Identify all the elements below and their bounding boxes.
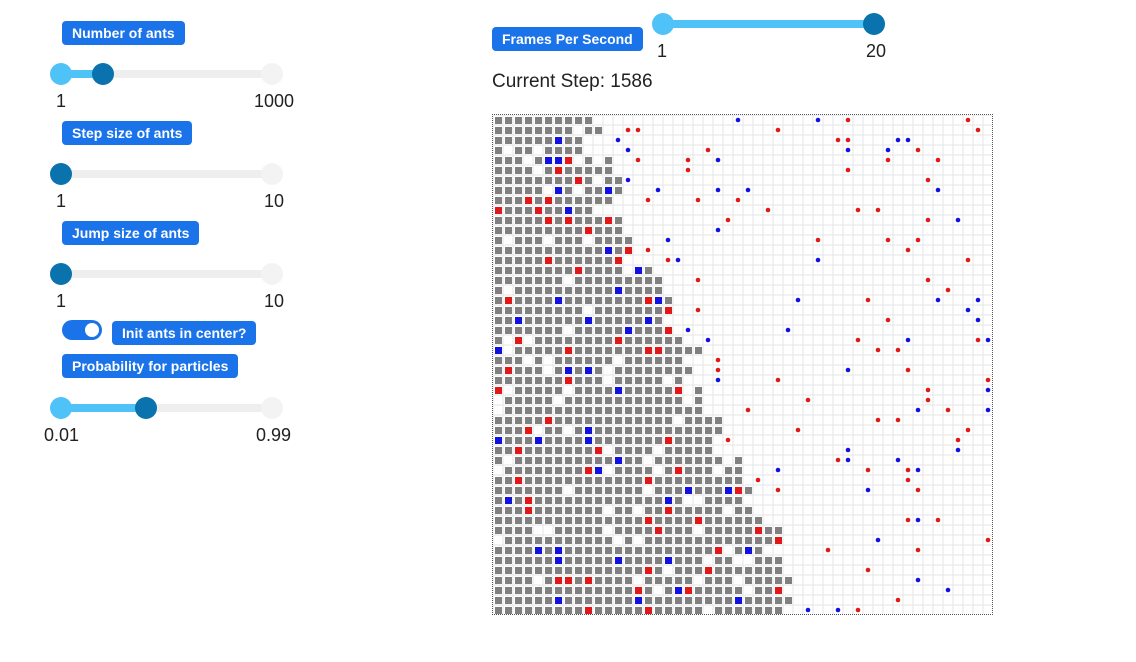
- fps-label: Frames Per Second: [492, 27, 643, 51]
- slider-fill: [663, 20, 874, 28]
- probability-min-label: 0.01: [44, 425, 80, 445]
- slider-min-handle[interactable]: [652, 13, 674, 35]
- slider-end-handle[interactable]: [261, 263, 283, 285]
- slider-value-handle[interactable]: [135, 397, 157, 419]
- center-init-toggle[interactable]: [62, 320, 102, 340]
- slider-fill: [61, 70, 103, 78]
- ants-max-label: 1000: [253, 91, 294, 111]
- slider-value-handle[interactable]: [92, 63, 114, 85]
- slider-end-handle[interactable]: [261, 163, 283, 185]
- ants-min-label: 1: [56, 91, 67, 111]
- simulation-grid: [492, 114, 994, 616]
- slider-end-handle[interactable]: [261, 63, 283, 85]
- step-min-label: 1: [56, 191, 67, 211]
- jump-max-label: 10: [263, 291, 284, 311]
- slider-value-handle[interactable]: [50, 163, 72, 185]
- ants-count-label: Number of ants: [62, 21, 185, 45]
- particle-probability-label: Probability for particles: [62, 354, 239, 378]
- step-size-label: Step size of ants: [62, 121, 193, 145]
- jump-min-label: 1: [56, 291, 67, 311]
- slider-track: [61, 70, 272, 78]
- slider-value-handle[interactable]: [50, 263, 72, 285]
- slider-track: [61, 404, 272, 412]
- step-max-label: 10: [263, 191, 284, 211]
- probability-max-label: 0.99: [255, 425, 291, 445]
- current-step-counter: Current Step: 1586: [492, 71, 653, 92]
- grid-canvas: [492, 114, 994, 616]
- slider-min-handle[interactable]: [50, 63, 72, 85]
- slider-end-handle[interactable]: [261, 397, 283, 419]
- slider-track: [61, 170, 272, 178]
- toggle-knob: [85, 323, 99, 337]
- particle-probability-slider[interactable]: [50, 393, 283, 423]
- jump-size-label: Jump size of ants: [62, 221, 200, 245]
- ants-count-slider[interactable]: [50, 59, 283, 89]
- fps-max-label: 20: [865, 41, 886, 61]
- slider-fill: [61, 404, 146, 412]
- step-size-slider[interactable]: [50, 159, 283, 189]
- slider-value-handle[interactable]: [863, 13, 885, 35]
- jump-size-slider[interactable]: [50, 259, 283, 289]
- slider-track: [61, 270, 272, 278]
- center-init-label: Init ants in center?: [112, 321, 257, 345]
- fps-slider[interactable]: [652, 9, 885, 39]
- slider-min-handle[interactable]: [50, 397, 72, 419]
- fps-min-label: 1: [657, 41, 668, 61]
